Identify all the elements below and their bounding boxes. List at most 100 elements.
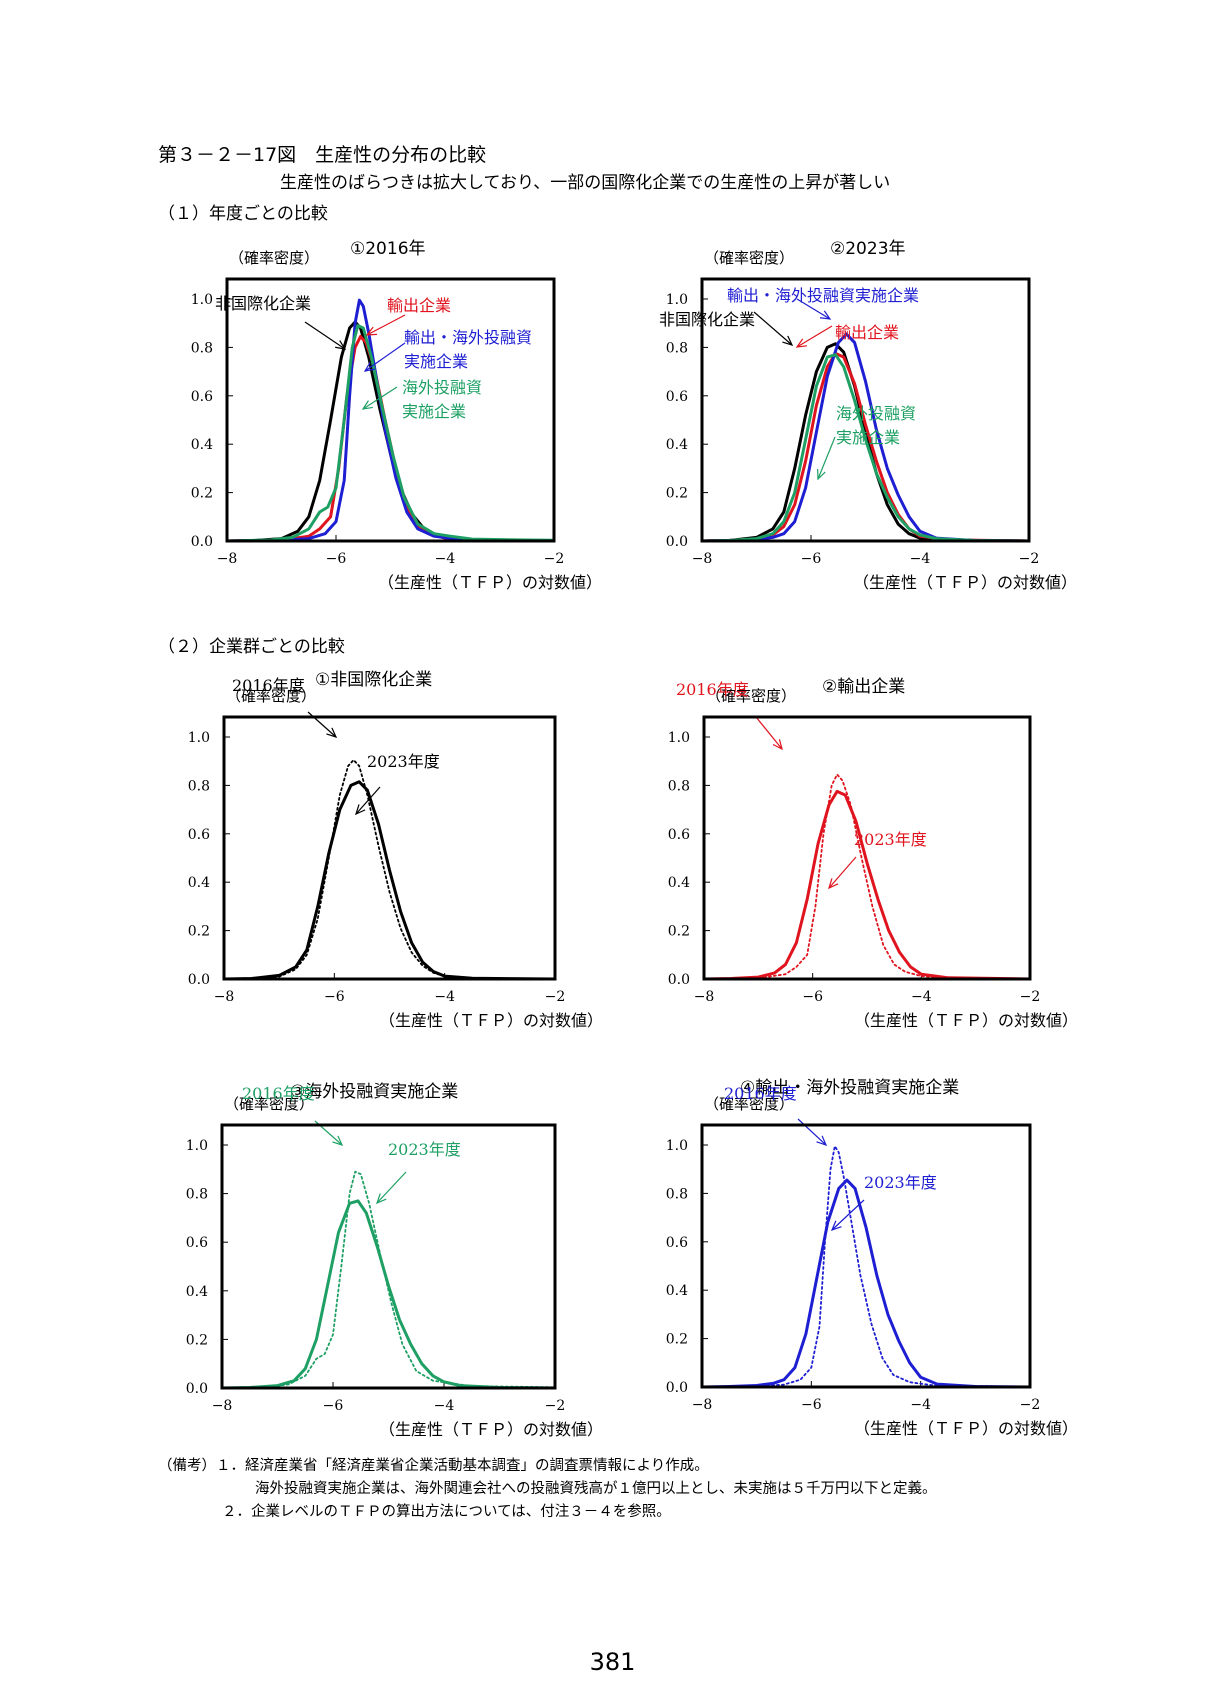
series-line-0 — [223, 759, 556, 980]
y-axis-label: （確率密度） — [224, 1095, 314, 1113]
y-tick-label: 0.0 — [191, 534, 213, 550]
figure-subtitle: 生産性のばらつきは拡大しており、一部の国際化企業での生産性の上昇が著しい — [280, 173, 891, 193]
series-label: 非国際化企業 — [215, 294, 311, 313]
y-axis-label: （確率密度） — [226, 687, 316, 705]
label-arrow — [795, 325, 833, 348]
label-arrow — [363, 342, 406, 372]
y-tick-label: 0.6 — [186, 1235, 208, 1251]
y-tick-label: 0.0 — [668, 972, 690, 988]
y-tick-label: 0.4 — [186, 1284, 208, 1300]
x-axis-label: （生産性（ＴＦＰ）の対数値） — [854, 1011, 1078, 1030]
y-axis-label: （確率密度） — [229, 249, 319, 267]
series-line-0 — [221, 1170, 556, 1389]
x-tick-label: −2 — [1019, 551, 1040, 567]
y-tick-label: 0.0 — [186, 1381, 208, 1397]
y-tick-label: 0.6 — [666, 1235, 688, 1251]
y-tick-label: 0.8 — [188, 778, 210, 794]
chart-both: （確率密度） 0.0 0.2 0.4 0.6 0.8 1.0 −8 −6 −4 −2 （生産性（ＴＦＰ… — [666, 1084, 1078, 1438]
label-arrow — [304, 321, 347, 350]
series-line-0 — [703, 773, 1031, 980]
y-tick-label: 0.6 — [668, 827, 690, 843]
panel-title-export: ②輸出企業 — [822, 677, 906, 697]
y-tick-label: 0.2 — [191, 486, 213, 502]
chart-nonintl: （確率密度） 0.0 0.2 0.4 0.6 0.8 1.0 −8 −6 −4 −2 （生産性（ＴＦＰ… — [188, 676, 603, 1030]
series-label: 輸出・海外投融資 — [404, 328, 532, 347]
x-tick-label: −6 — [326, 551, 347, 567]
y-tick-label: 0.8 — [668, 778, 690, 794]
series-line-1 — [222, 780, 557, 981]
chart-2016: （確率密度） 0.0 0.2 0.4 0.6 0.8 1.0 −8 −6 −4 −2 （生産性（ＴＦＰ… — [191, 249, 602, 592]
y-tick-label: 0.0 — [188, 972, 210, 988]
y-tick-label: 0.8 — [666, 340, 688, 356]
y-tick-label: 1.0 — [186, 1138, 208, 1154]
y-tick-label: 0.2 — [668, 924, 690, 940]
panel-title-fdi: ③海外投融資実施企業 — [290, 1082, 459, 1102]
x-tick-label: −4 — [910, 1397, 931, 1413]
x-tick-label: −2 — [1020, 989, 1041, 1005]
x-tick-label: −4 — [910, 551, 931, 567]
chart-2023: （確率密度） 0.0 0.2 0.4 0.6 0.8 1.0 −8 −6 −4 −2 （生産性（ＴＦＰ… — [659, 249, 1077, 592]
label-arrow — [361, 386, 398, 410]
chart-export: （確率密度） 0.0 0.2 0.4 0.6 0.8 1.0 −8 −6 −4 −2 （生産性（ＴＦＰ… — [668, 680, 1078, 1030]
series-label: 実施企業 — [404, 352, 468, 371]
plot-frame — [220, 1123, 557, 1390]
x-tick-label: −4 — [434, 989, 455, 1005]
x-tick-label: −2 — [545, 1398, 566, 1414]
series-label: 2023年度 — [367, 752, 440, 771]
y-tick-label: 1.0 — [188, 730, 210, 746]
x-axis-label: （生産性（ＴＦＰ）の対数値） — [378, 573, 602, 592]
x-tick-label: −6 — [801, 551, 822, 567]
y-tick-label: 0.4 — [666, 437, 688, 453]
y-axis-label: （確率密度） — [706, 687, 796, 705]
x-tick-label: −8 — [694, 989, 715, 1005]
y-tick-label: 1.0 — [666, 1138, 688, 1154]
x-axis-label: （生産性（ＴＦＰ）の対数値） — [379, 1420, 603, 1439]
plot-frame — [222, 715, 557, 981]
series-label: 2023年度 — [854, 830, 927, 849]
series-label: 実施企業 — [402, 402, 466, 421]
series-line-0 — [225, 320, 556, 543]
series-line-0 — [701, 1145, 1031, 1388]
series-label: 2016年度 — [676, 680, 749, 699]
y-tick-label: 0.4 — [666, 1283, 688, 1299]
series-line-3 — [700, 353, 1031, 543]
y-tick-label: 0.0 — [666, 534, 688, 550]
plot-frame — [700, 1123, 1032, 1389]
y-tick-label: 1.0 — [666, 292, 688, 308]
series-label: 非国際化企業 — [659, 310, 755, 329]
x-tick-label: −8 — [212, 1398, 233, 1414]
label-arrow — [830, 1199, 865, 1232]
series-label: 海外投融資 — [836, 404, 916, 423]
series-line-0 — [700, 342, 1031, 543]
page-number: 381 — [589, 1648, 636, 1676]
y-tick-label: 0.0 — [666, 1380, 688, 1396]
x-tick-label: −2 — [544, 551, 565, 567]
y-tick-label: 1.0 — [668, 730, 690, 746]
note-1: （備考）１．経済産業省「経済産業省企業活動基本調査」の調査票情報により作成。 — [158, 1458, 709, 1474]
y-tick-label: 0.4 — [668, 875, 690, 891]
y-axis-label: （確率密度） — [704, 1095, 794, 1113]
panel-title-2016: ①2016年 — [350, 239, 426, 259]
series-label: 海外投融資 — [402, 378, 482, 397]
label-arrow — [796, 298, 832, 320]
series-line-1 — [220, 1199, 557, 1390]
x-tick-label: −2 — [1020, 1397, 1041, 1413]
label-arrow — [365, 314, 406, 336]
y-tick-label: 1.0 — [191, 292, 213, 308]
y-tick-label: 0.8 — [191, 340, 213, 356]
y-tick-label: 0.6 — [188, 827, 210, 843]
label-arrow — [828, 856, 857, 890]
section-1-heading: （１）年度ごとの比較 — [158, 204, 328, 224]
x-tick-label: −6 — [802, 989, 823, 1005]
x-tick-label: −8 — [214, 989, 235, 1005]
series-line-2 — [225, 298, 556, 543]
series-line-1 — [700, 1178, 1032, 1389]
y-tick-label: 0.4 — [188, 875, 210, 891]
plot-frame — [702, 715, 1032, 981]
x-tick-label: −2 — [545, 989, 566, 1005]
series-label: 輸出・海外投融資実施企業 — [727, 286, 919, 305]
x-axis-label: （生産性（ＴＦＰ）の対数値） — [853, 573, 1077, 592]
series-label: 輸出企業 — [835, 323, 899, 342]
series-label: 2016年度 — [232, 676, 305, 695]
label-arrow — [375, 1171, 407, 1205]
